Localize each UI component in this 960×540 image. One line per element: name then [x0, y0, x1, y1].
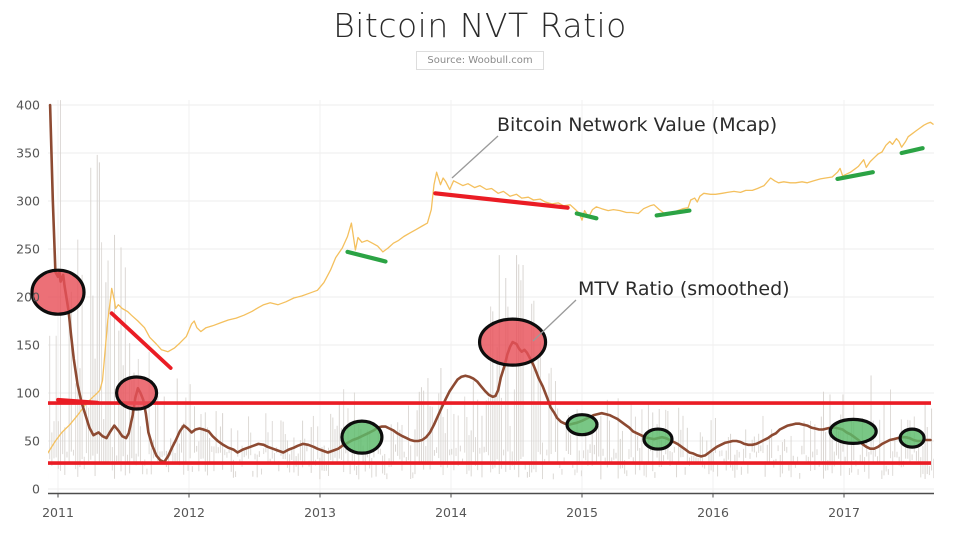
y-tick-label: 350	[16, 146, 40, 161]
green-trend-2017b	[899, 146, 925, 156]
x-tick-label: 2012	[173, 505, 205, 520]
y-tick-label: 100	[16, 386, 40, 401]
chart-header: Bitcoin NVT Ratio Source: Woobull.com	[0, 6, 960, 70]
x-tick-label: 2015	[566, 505, 598, 520]
red-zone-2011b	[115, 375, 159, 411]
y-tick-label: 400	[16, 98, 40, 113]
green-zone-2017a	[828, 417, 878, 445]
y-tick-label: 150	[16, 338, 40, 353]
page-title: Bitcoin NVT Ratio	[333, 6, 627, 45]
y-tick-label: 200	[16, 290, 40, 305]
red-short-2011	[56, 397, 100, 405]
red-trend-2011	[109, 311, 173, 370]
mcap-annotation-label: Bitcoin Network Value (Mcap)	[497, 114, 777, 136]
green-trend-2015a	[574, 211, 599, 221]
mcap-leader-line	[451, 135, 499, 179]
red-zone-2014	[477, 317, 548, 367]
green-zone-2015a	[565, 413, 599, 437]
band-lines	[48, 401, 931, 465]
y-tick-label: 50	[24, 434, 40, 449]
y-tick-label: 300	[16, 194, 40, 209]
y-tick-label: 0	[32, 482, 40, 497]
green-zone-2013	[340, 419, 384, 455]
green-zone-2017b	[898, 427, 926, 449]
red-zone-2011a	[30, 268, 86, 316]
x-tick-label: 2011	[42, 505, 74, 520]
series-lines	[48, 103, 934, 464]
x-tick-label: 2014	[435, 505, 467, 520]
green-zone-2015b	[642, 427, 674, 451]
green-trend-2017a	[835, 170, 875, 182]
volatility-bars	[48, 100, 934, 480]
green-trend-2013	[345, 249, 388, 264]
mcap-line	[48, 121, 934, 454]
green-trend-2015b	[654, 208, 692, 218]
mtv-annotation-label: MTV Ratio (smoothed)	[578, 278, 790, 300]
x-tick-label: 2013	[304, 505, 336, 520]
trend-segments	[56, 146, 925, 405]
mtv-leader-line	[532, 299, 577, 342]
source-badge: Source: Woobull.com	[416, 50, 544, 70]
x-tick-label: 2017	[828, 505, 860, 520]
red-trend-2014	[433, 191, 570, 210]
y-tick-label: 250	[16, 242, 40, 257]
axes-and-ticks: 0 50 100 150 200 250 300 350 400 2011 2012 2013 2014…	[16, 98, 934, 520]
nvt-smoothed-line	[48, 103, 932, 464]
highlight-ellipses	[30, 268, 926, 455]
x-tick-label: 2016	[697, 505, 729, 520]
